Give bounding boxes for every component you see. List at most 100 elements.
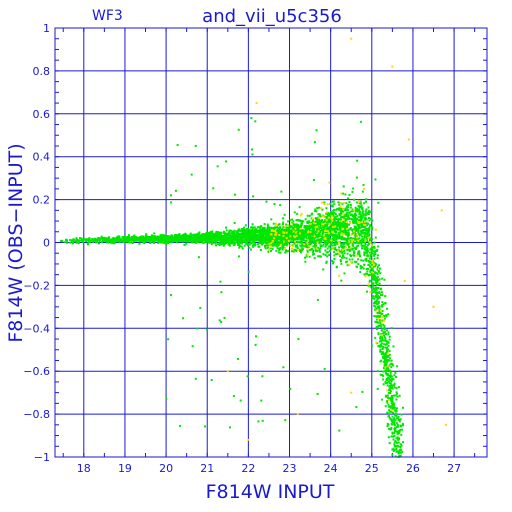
- data-point: [331, 237, 334, 240]
- tick-labels: 18 19 20 21 22 23 24 25 26 27−1−0.8−0.6−0.4−0.200…: [23, 22, 461, 475]
- data-point: [139, 237, 142, 240]
- data-point: [182, 236, 185, 239]
- data-point: [364, 210, 367, 213]
- data-point: [124, 236, 127, 239]
- data-point: [381, 339, 384, 342]
- data-point: [334, 233, 337, 236]
- data-point: [205, 231, 208, 234]
- data-point: [184, 236, 187, 239]
- data-point: [354, 242, 357, 245]
- data-point: [388, 428, 391, 431]
- data-point: [276, 240, 279, 243]
- data-point: [230, 232, 233, 235]
- data-point: [156, 238, 159, 241]
- data-point: [339, 205, 342, 208]
- data-point: [297, 248, 300, 251]
- data-point: [216, 165, 219, 168]
- data-point: [351, 208, 354, 211]
- data-point: [225, 229, 228, 232]
- data-point: [356, 217, 359, 220]
- data-point: [399, 418, 402, 421]
- data-point: [235, 230, 238, 233]
- data-point: [282, 366, 285, 369]
- data-point: [279, 251, 282, 254]
- data-point: [129, 238, 132, 241]
- data-point: [244, 232, 247, 235]
- data-point: [386, 425, 389, 428]
- data-point: [330, 205, 333, 208]
- data-point: [394, 429, 397, 432]
- data-point: [353, 225, 356, 228]
- data-point: [365, 211, 368, 214]
- data-point: [374, 279, 377, 282]
- data-point: [387, 412, 390, 415]
- data-point: [195, 234, 198, 237]
- data-point: [259, 248, 262, 251]
- data-point: [227, 236, 230, 239]
- data-point: [375, 299, 378, 302]
- data-point: [386, 329, 389, 332]
- data-point: [358, 251, 361, 254]
- data-point: [328, 181, 331, 184]
- data-point: [250, 248, 253, 251]
- data-point: [320, 241, 323, 244]
- data-point: [248, 246, 251, 249]
- data-point: [393, 421, 396, 424]
- data-point: [267, 227, 270, 230]
- data-point: [193, 233, 196, 236]
- data-point: [123, 237, 126, 240]
- data-point: [389, 405, 392, 408]
- data-point: [330, 210, 333, 213]
- data-point: [323, 367, 326, 370]
- data-point: [334, 215, 337, 218]
- data-point: [290, 247, 293, 250]
- data-point: [319, 239, 322, 242]
- data-point: [326, 223, 329, 226]
- data-point: [371, 291, 374, 294]
- data-point: [304, 227, 307, 230]
- data-point: [248, 230, 251, 233]
- data-point: [282, 240, 285, 243]
- data-point: [375, 321, 378, 324]
- data-point: [164, 235, 167, 238]
- data-point: [376, 295, 379, 298]
- data-point: [142, 241, 145, 244]
- data-point: [312, 225, 315, 228]
- data-point: [360, 205, 363, 208]
- data-point: [368, 251, 371, 254]
- data-point: [340, 237, 343, 240]
- data-point: [396, 392, 399, 395]
- data-point: [352, 222, 355, 225]
- data-point: [393, 445, 396, 448]
- data-point: [222, 244, 225, 247]
- data-point: [210, 379, 213, 382]
- data-point: [365, 272, 368, 275]
- data-point: [257, 243, 260, 246]
- data-point: [245, 228, 248, 231]
- data-point: [214, 233, 217, 236]
- data-point: [157, 237, 160, 240]
- data-point: [297, 338, 300, 341]
- data-point: [380, 345, 383, 348]
- data-point: [323, 203, 326, 206]
- data-point: [337, 250, 340, 253]
- data-point: [294, 245, 297, 248]
- data-point: [289, 244, 292, 247]
- data-point: [132, 240, 135, 243]
- data-point: [192, 237, 195, 240]
- data-point: [300, 251, 303, 254]
- data-point: [359, 240, 362, 243]
- data-point: [197, 239, 200, 242]
- data-point: [351, 242, 354, 245]
- data-point: [291, 233, 294, 236]
- data-point: [399, 454, 402, 457]
- data-point: [393, 417, 396, 420]
- data-point: [355, 229, 358, 232]
- data-point: [254, 228, 257, 231]
- data-point: [332, 239, 335, 242]
- data-point: [346, 224, 349, 227]
- data-point: [338, 246, 341, 249]
- data-point: [343, 217, 346, 220]
- data-point: [107, 241, 110, 244]
- data-point: [201, 239, 204, 242]
